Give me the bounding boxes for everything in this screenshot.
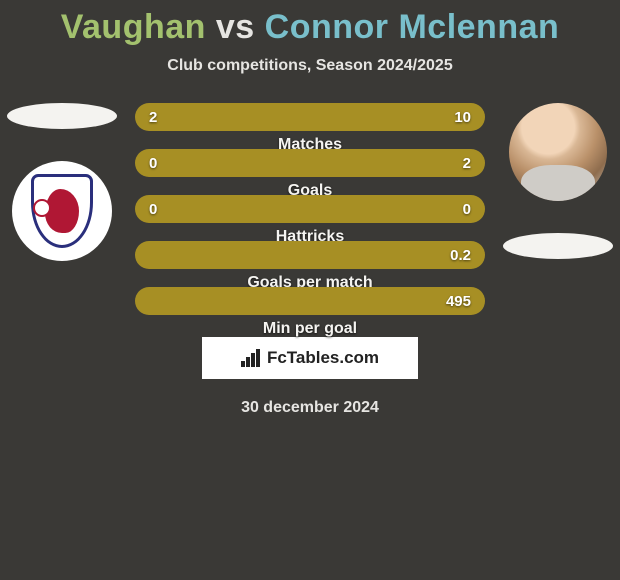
- stat-bar-body: 2 10: [135, 103, 485, 131]
- stat-bar-body: 02: [135, 149, 485, 177]
- infographic-root: Vaughan vs Connor Mclennan Club competit…: [0, 0, 620, 417]
- stat-bar: 495Min per goal: [135, 287, 485, 315]
- player1-club-badge: [12, 161, 112, 261]
- footer-brand-badge: FcTables.com: [202, 337, 418, 379]
- stat-left-value: 2: [149, 109, 157, 126]
- stat-right-value: 0: [463, 201, 471, 218]
- shield-icon: [31, 174, 93, 248]
- player2-name: Connor Mclennan: [265, 8, 560, 46]
- player2-avatar: [509, 103, 607, 201]
- stat-left-value: 0: [149, 201, 157, 218]
- vs-word: vs: [216, 8, 255, 46]
- lion-icon: [45, 189, 79, 233]
- stat-bar-body: 0.2: [135, 241, 485, 269]
- right-player-col: [503, 103, 613, 259]
- main-row: 210Matches02Goals00Hattricks0.2Goals per…: [0, 103, 620, 315]
- stat-right-value: 495: [446, 293, 471, 310]
- stat-bar-body: 00: [135, 195, 485, 223]
- stat-bar: 02Goals: [135, 149, 485, 177]
- page-title: Vaughan vs Connor Mclennan: [0, 8, 620, 47]
- stat-right-value: 2: [463, 155, 471, 172]
- player1-avatar-placeholder: [7, 103, 117, 129]
- footer-date: 30 december 2024: [0, 399, 620, 417]
- stat-bar: 210Matches: [135, 103, 485, 131]
- stat-bar-body: 495: [135, 287, 485, 315]
- player1-name: Vaughan: [61, 8, 206, 46]
- player2-club-placeholder: [503, 233, 613, 259]
- left-player-col: [7, 103, 117, 261]
- stat-bar: 0.2Goals per match: [135, 241, 485, 269]
- stat-bars: 210Matches02Goals00Hattricks0.2Goals per…: [135, 103, 485, 315]
- stat-right-value: 10: [454, 109, 471, 126]
- stat-left-value: 0: [149, 155, 157, 172]
- subtitle: Club competitions, Season 2024/2025: [0, 57, 620, 75]
- stat-right-value: 0.2: [450, 247, 471, 264]
- bar-chart-icon: [241, 349, 261, 367]
- stat-bar: 00Hattricks: [135, 195, 485, 223]
- brand-text: FcTables.com: [267, 348, 379, 368]
